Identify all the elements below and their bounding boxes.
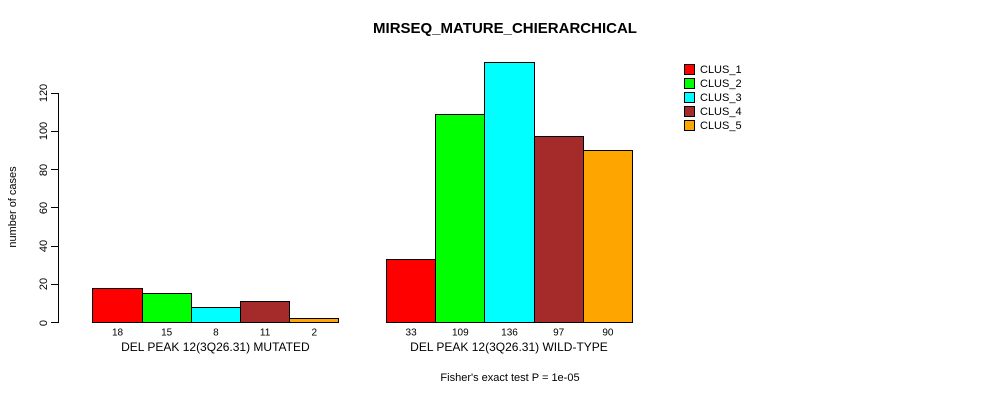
- bar-value-label: 97: [553, 327, 565, 339]
- y-axis-tick: [51, 322, 58, 323]
- bar: [190, 306, 241, 323]
- legend-label: CLUS_2: [700, 78, 742, 90]
- legend-swatch: [684, 78, 695, 89]
- legend-label: CLUS_4: [700, 106, 742, 118]
- bar-value-label: 136: [501, 327, 518, 339]
- y-axis-tick: [51, 92, 58, 94]
- y-axis-tick-label: 0: [38, 319, 50, 326]
- bar-value-label: 15: [161, 327, 173, 339]
- y-axis-label: number of cases: [7, 166, 19, 248]
- legend-swatch: [684, 106, 695, 117]
- bar-value-label: 11: [259, 327, 271, 339]
- category-label: DEL PEAK 12(3Q26.31) WILD-TYPE: [410, 340, 608, 354]
- y-axis-tick: [51, 169, 58, 170]
- bar: [582, 149, 633, 323]
- y-axis-tick-label: 60: [38, 201, 50, 214]
- bar: [289, 318, 340, 323]
- bar: [533, 136, 584, 323]
- legend-swatch: [684, 92, 695, 103]
- bar: [386, 258, 437, 323]
- bar-value-label: 109: [451, 327, 469, 339]
- y-axis-tick: [51, 207, 58, 209]
- y-axis-tick-label: 20: [38, 278, 50, 291]
- bar: [435, 113, 486, 323]
- bar-value-label: 90: [602, 327, 614, 339]
- bar-value-label: 33: [405, 327, 417, 339]
- legend-swatch: [684, 120, 695, 131]
- category-label: DEL PEAK 12(3Q26.31) MUTATED: [121, 340, 310, 354]
- bar: [240, 300, 291, 323]
- bar-value-label: 8: [213, 327, 219, 339]
- legend-label: CLUS_3: [700, 92, 742, 104]
- y-axis-tick: [51, 283, 58, 285]
- bar: [484, 61, 535, 323]
- legend-label: CLUS_5: [700, 120, 742, 132]
- bar: [141, 293, 192, 323]
- y-axis-tick-label: 100: [38, 122, 50, 141]
- bar: [92, 287, 143, 323]
- y-axis-tick-label: 120: [38, 83, 50, 103]
- bar-value-label: 18: [111, 327, 124, 339]
- bar-value-label: 2: [311, 327, 318, 339]
- y-axis-tick-label: 80: [38, 163, 50, 176]
- legend-swatch: [684, 64, 695, 75]
- footnote: Fisher's exact test P = 1e-05: [440, 372, 580, 384]
- chart-title: MIRSEQ_MATURE_CHIERARCHICAL: [373, 20, 637, 37]
- y-axis-line: [58, 92, 59, 323]
- y-axis-tick: [51, 245, 58, 247]
- legend-label: CLUS_1: [700, 64, 742, 76]
- y-axis-tick-label: 40: [38, 239, 50, 253]
- y-axis-tick: [51, 130, 58, 132]
